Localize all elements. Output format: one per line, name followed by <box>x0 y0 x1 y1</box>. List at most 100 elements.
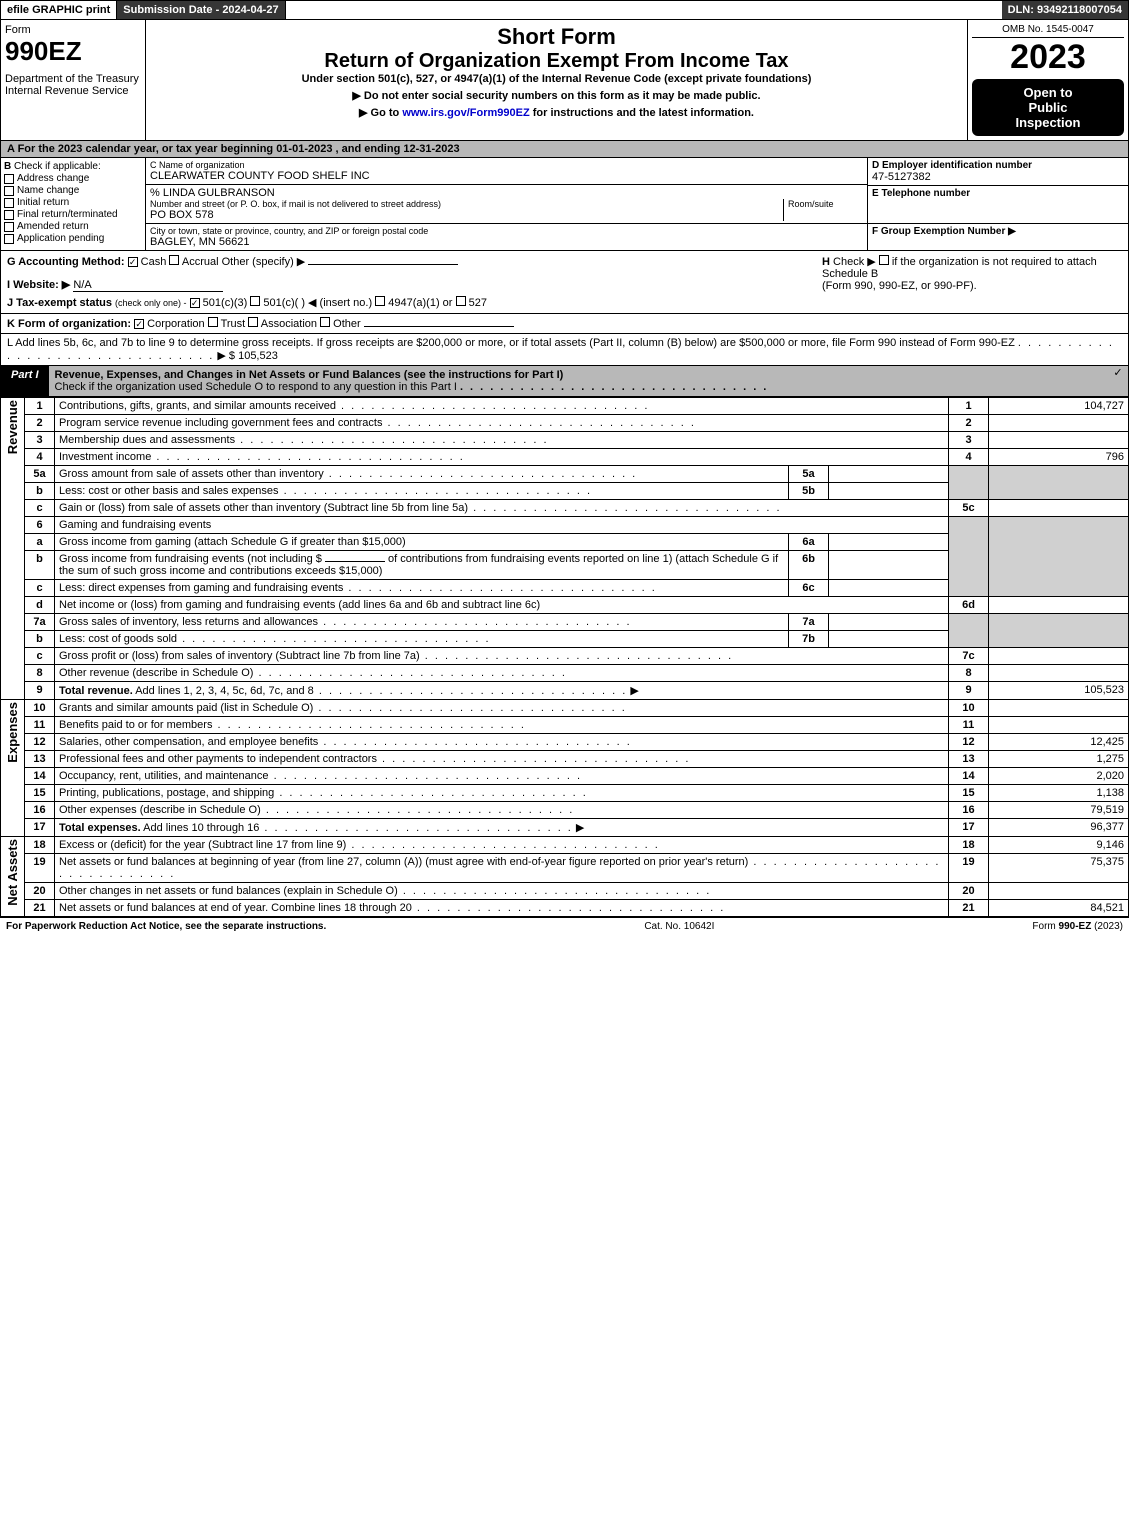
chk-501c3[interactable]: ✓ <box>190 298 200 308</box>
chk-assoc[interactable] <box>248 317 258 327</box>
ln-5a: 5a <box>25 466 55 483</box>
dept-line2: Internal Revenue Service <box>5 85 141 97</box>
b-app: Application pending <box>17 233 104 244</box>
nc-7ab <box>949 614 989 648</box>
t-6c: Less: direct expenses from gaming and fu… <box>59 582 343 594</box>
sub-6c: 6c <box>789 580 829 597</box>
b-label: B <box>4 161 11 172</box>
g-h-row: G Accounting Method: ✓ Cash Accrual Othe… <box>0 251 1129 314</box>
efile-print-button[interactable]: efile GRAPHIC print <box>1 1 117 19</box>
chk-h[interactable] <box>879 255 889 265</box>
ln-2: 2 <box>25 415 55 432</box>
v-2 <box>989 415 1129 432</box>
addr-value: PO BOX 578 <box>150 209 783 221</box>
v-20 <box>989 883 1129 900</box>
info-row: B Check if applicable: Address change Na… <box>0 158 1129 251</box>
t-3: Membership dues and assessments <box>59 434 235 446</box>
nc-5c: 5c <box>949 500 989 517</box>
sub-6b: 6b <box>789 551 829 580</box>
t-6a: Gross income from gaming (attach Schedul… <box>59 536 406 548</box>
chk-addr[interactable] <box>4 174 14 184</box>
j-c: 501(c)( ) ◀ (insert no.) <box>263 297 372 309</box>
nc-1: 1 <box>949 398 989 415</box>
chk-corp[interactable]: ✓ <box>134 319 144 329</box>
ln-17: 17 <box>25 819 55 837</box>
dln: DLN: 93492118007054 <box>1002 1 1128 19</box>
sub-5b: 5b <box>789 483 829 500</box>
addr-label: Number and street (or P. O. box, if mail… <box>150 199 783 209</box>
ln-8: 8 <box>25 665 55 682</box>
chk-name[interactable] <box>4 186 14 196</box>
t-14: Occupancy, rent, utilities, and maintena… <box>59 770 269 782</box>
6b-amount[interactable] <box>325 561 385 562</box>
v-1: 104,727 <box>989 398 1129 415</box>
irs-link[interactable]: www.irs.gov/Form990EZ <box>402 107 529 119</box>
t-20: Other changes in net assets or fund bala… <box>59 885 398 897</box>
chk-4947[interactable] <box>375 296 385 306</box>
ln-3: 3 <box>25 432 55 449</box>
chk-amend[interactable] <box>4 222 14 232</box>
side-netassets: Net Assets <box>1 837 25 917</box>
part1-check[interactable]: ✓ <box>1108 366 1128 396</box>
nc-7c: 7c <box>949 648 989 665</box>
v-21: 84,521 <box>989 900 1129 917</box>
d-label: D Employer identification number <box>872 160 1124 171</box>
chk-init[interactable] <box>4 198 14 208</box>
chk-app[interactable] <box>4 234 14 244</box>
ln-19: 19 <box>25 854 55 883</box>
t-1: Contributions, gifts, grants, and simila… <box>59 400 336 412</box>
ln-6a: a <box>25 534 55 551</box>
sv-7a <box>829 614 949 631</box>
g-other-input[interactable] <box>308 264 458 265</box>
t-18: Excess or (deficit) for the year (Subtra… <box>59 839 346 851</box>
t-5a: Gross amount from sale of assets other t… <box>59 468 324 480</box>
open3: Inspection <box>974 115 1122 130</box>
j-small: (check only one) - <box>115 298 187 308</box>
ein: 47-5127382 <box>872 171 1124 183</box>
v-5c <box>989 500 1129 517</box>
nc-8: 8 <box>949 665 989 682</box>
sv-7b <box>829 631 949 648</box>
k-other-input[interactable] <box>364 326 514 327</box>
chk-accrual[interactable] <box>169 255 179 265</box>
sv-6c <box>829 580 949 597</box>
subtitle: Under section 501(c), 527, or 4947(a)(1)… <box>150 73 963 85</box>
sv-5b <box>829 483 949 500</box>
k-row: K Form of organization: ✓ Corporation Tr… <box>0 314 1129 334</box>
t-19: Net assets or fund balances at beginning… <box>59 856 748 868</box>
v-15: 1,138 <box>989 785 1129 802</box>
chk-final[interactable] <box>4 210 14 220</box>
h-text1: Check ▶ <box>833 256 876 268</box>
header-right: OMB No. 1545-0047 2023 Open to Public In… <box>968 20 1128 140</box>
e-label: E Telephone number <box>872 188 1124 199</box>
g-cash: Cash <box>141 256 167 268</box>
header-left: Form 990EZ Department of the Treasury In… <box>1 20 146 140</box>
chk-501c[interactable] <box>250 296 260 306</box>
arr-9: ▶ <box>630 685 638 697</box>
chk-other[interactable] <box>320 317 330 327</box>
ln-6: 6 <box>25 517 55 534</box>
chk-527[interactable] <box>456 296 466 306</box>
ln-16: 16 <box>25 802 55 819</box>
t-16: Other expenses (describe in Schedule O) <box>59 804 261 816</box>
chk-trust[interactable] <box>208 317 218 327</box>
v-11 <box>989 717 1129 734</box>
g-label: G Accounting Method: <box>7 256 125 268</box>
v-7c <box>989 648 1129 665</box>
section-a: A For the 2023 calendar year, or tax yea… <box>0 141 1129 158</box>
g-other: Other (specify) ▶ <box>222 256 306 268</box>
j-527: 527 <box>469 297 487 309</box>
b-init: Initial return <box>17 197 69 208</box>
footer-mid: Cat. No. 10642I <box>644 921 714 932</box>
open1: Open to <box>974 85 1122 100</box>
chk-cash[interactable]: ✓ <box>128 257 138 267</box>
nc-21: 21 <box>949 900 989 917</box>
v-10 <box>989 700 1129 717</box>
ln-9: 9 <box>25 682 55 700</box>
t-12: Salaries, other compensation, and employ… <box>59 736 318 748</box>
tax-year: 2023 <box>972 38 1124 77</box>
ln-11: 11 <box>25 717 55 734</box>
t-6: Gaming and fundraising events <box>55 517 949 534</box>
side-revenue: Revenue <box>1 398 25 700</box>
h-text3: (Form 990, 990-EZ, or 990-PF). <box>822 280 977 292</box>
